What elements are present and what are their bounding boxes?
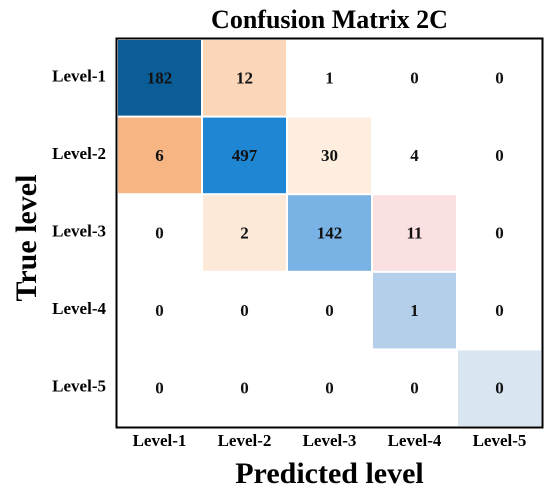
heatmap-cell-r5-c4 — [373, 350, 456, 426]
cell-value-r1-c3: 1 — [325, 68, 334, 87]
heatmap-cell-r4-c3 — [288, 272, 371, 349]
cell-value-r5-c1: 0 — [155, 379, 164, 398]
heatmap-cell-r3-c1 — [118, 195, 201, 271]
heatmap-cell-r3-c4 — [373, 195, 456, 271]
y-tick-label: Level-2 — [52, 144, 106, 163]
cell-value-r1-c4: 0 — [410, 68, 419, 87]
cell-value-r4-c5: 0 — [495, 301, 504, 320]
cell-value-r5-c2: 0 — [240, 379, 249, 398]
cell-value-r4-c1: 0 — [155, 301, 164, 320]
x-axis-label: Predicted level — [235, 457, 424, 490]
cell-value-r3-c5: 0 — [495, 224, 504, 243]
heatmap-cell-r3-c3 — [288, 195, 371, 271]
heatmap-cell-r5-c2 — [203, 350, 286, 426]
heatmap-cell-r3-c2 — [203, 195, 286, 271]
x-tick-label: Level-2 — [218, 431, 272, 450]
heatmap-cell-r4-c2 — [203, 272, 286, 349]
heatmap-cells: 182 12 1 0 0 6 497 30 4 0 0 2 142 11 0 0 0 0 1 0 0 0 0 0 0 — [118, 40, 541, 426]
heatmap-cell-r4-c4 — [373, 272, 456, 349]
heatmap-cell-r1-c2 — [203, 40, 286, 116]
cell-value-r3-c2: 2 — [240, 224, 249, 243]
heatmap-cell-r2-c2 — [203, 117, 286, 194]
plot-frame — [115, 37, 544, 429]
x-tick-label: Level-4 — [388, 431, 442, 450]
cell-value-r1-c1: 182 — [147, 68, 173, 87]
cell-value-r2-c5: 0 — [495, 146, 504, 165]
heatmap-cell-r4-c5 — [458, 272, 541, 349]
cell-value-r5-c5: 0 — [495, 379, 504, 398]
y-tick-label: Level-1 — [52, 66, 106, 85]
heatmap-cell-r1-c3 — [288, 40, 371, 116]
heatmap-cell-r2-c1 — [118, 117, 201, 194]
heatmap-cell-r1-c5 — [458, 40, 541, 116]
x-tick-label: Level-5 — [473, 431, 527, 450]
y-tick-label: Level-5 — [52, 377, 106, 396]
heatmap-cell-r1-c4 — [373, 40, 456, 116]
y-tick-label: Level-4 — [52, 299, 106, 318]
heatmap-cell-r5-c1 — [118, 350, 201, 426]
cell-value-r3-c4: 11 — [406, 224, 422, 243]
cell-value-r3-c3: 142 — [317, 224, 343, 243]
cell-value-r4-c4: 1 — [410, 301, 419, 320]
x-tick-label: Level-1 — [133, 431, 187, 450]
heatmap-cell-r2-c4 — [373, 117, 456, 194]
cell-value-r4-c2: 0 — [240, 301, 249, 320]
cell-value-r5-c3: 0 — [325, 379, 334, 398]
heatmap-cell-r2-c5 — [458, 117, 541, 194]
cell-value-r3-c1: 0 — [155, 224, 164, 243]
cell-value-r5-c4: 0 — [410, 379, 419, 398]
cell-value-r2-c3: 30 — [321, 146, 338, 165]
heatmap-cell-r5-c3 — [288, 350, 371, 426]
cell-value-r1-c5: 0 — [495, 68, 504, 87]
x-tick-label: Level-3 — [303, 431, 357, 450]
y-tick-label: Level-3 — [52, 222, 106, 241]
heatmap-cell-r5-c5 — [458, 350, 541, 426]
heatmap-cell-r4-c1 — [118, 272, 201, 349]
cell-value-r2-c4: 4 — [410, 146, 419, 165]
cell-value-r2-c2: 497 — [232, 146, 258, 165]
cell-value-r2-c1: 6 — [155, 146, 164, 165]
heatmap-cell-r3-c5 — [458, 195, 541, 271]
chart-title: Confusion Matrix 2C — [211, 5, 448, 34]
y-tick-labels: Level-1 Level-2 Level-3 Level-4 Level-5 — [52, 66, 106, 395]
cell-value-r1-c2: 12 — [236, 68, 253, 87]
cell-value-r4-c3: 0 — [325, 301, 334, 320]
heatmap-cell-r2-c3 — [288, 117, 371, 194]
x-tick-labels: Level-1 Level-2 Level-3 Level-4 Level-5 — [133, 431, 527, 450]
heatmap-cell-r1-c1 — [118, 40, 201, 116]
